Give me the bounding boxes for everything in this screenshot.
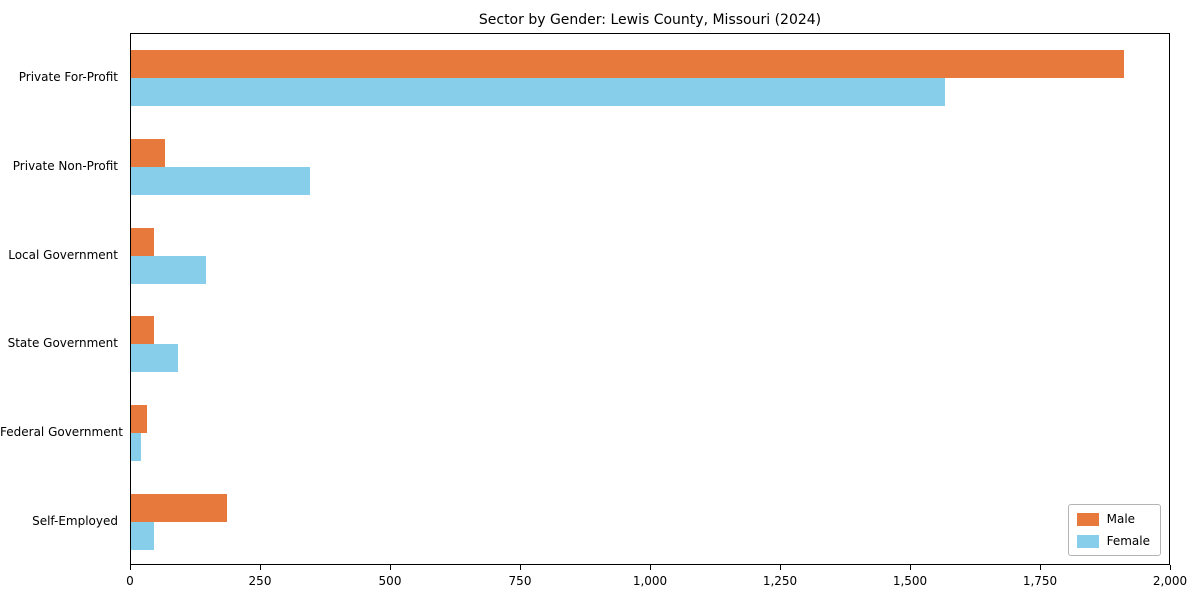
chart-title: Sector by Gender: Lewis County, Missouri… xyxy=(478,12,822,28)
x-tick-mark-500 xyxy=(390,565,391,570)
y-tick-label-private-non-profit: Private Non-Profit xyxy=(12,159,118,173)
x-tick-mark-250 xyxy=(260,565,261,570)
y-tick-label-federal-government: Federal Government xyxy=(0,425,123,439)
bar-male-private-for-profit xyxy=(131,50,1125,79)
plot-area: Male Female xyxy=(130,33,1170,565)
x-tick-label-750: 750 xyxy=(508,574,532,588)
bar-female-private-non-profit xyxy=(131,167,311,195)
bar-male-private-non-profit xyxy=(131,139,165,167)
bar-female-federal-government xyxy=(131,433,142,461)
x-tick-label-2000: 2,000 xyxy=(1152,574,1188,588)
y-tick-label-private-for-profit: Private For-Profit xyxy=(18,70,118,85)
x-tick-label-1250: 1,250 xyxy=(762,574,798,588)
x-tick-mark-0 xyxy=(130,565,131,570)
legend-swatch-male xyxy=(1076,512,1099,526)
x-tick-mark-1500 xyxy=(910,565,911,570)
x-tick-mark-1250 xyxy=(780,565,781,570)
y-tick-label-local-government: Local Government xyxy=(8,247,118,262)
bar-female-local-government xyxy=(131,255,207,284)
y-tick-label-self-employed: Self-Employed xyxy=(32,513,118,528)
bar-male-state-government xyxy=(131,316,155,345)
x-tick-mark-2000 xyxy=(1170,565,1171,570)
legend-entry-female: Female xyxy=(1076,534,1150,548)
y-tick-label-state-government: State Government xyxy=(7,336,118,351)
x-tick-label-1750: 1,750 xyxy=(1022,574,1058,588)
x-tick-label-0: 0 xyxy=(126,574,134,588)
bar-female-self-employed xyxy=(131,521,155,550)
x-tick-mark-750 xyxy=(520,565,521,570)
legend-label-male: Male xyxy=(1106,512,1136,526)
bar-female-private-for-profit xyxy=(131,78,945,107)
x-tick-label-250: 250 xyxy=(248,574,272,588)
x-tick-label-1000: 1,000 xyxy=(632,574,668,588)
x-tick-mark-1750 xyxy=(1040,565,1041,570)
legend-label-female: Female xyxy=(1106,534,1150,548)
legend-swatch-female xyxy=(1076,534,1099,548)
bar-male-self-employed xyxy=(131,493,228,522)
x-tick-label-1500: 1,500 xyxy=(892,574,928,588)
bar-female-state-government xyxy=(131,344,178,373)
bar-male-federal-government xyxy=(131,405,147,433)
x-tick-mark-1000 xyxy=(650,565,651,570)
legend: Male Female xyxy=(1067,504,1161,556)
x-tick-label-500: 500 xyxy=(378,574,402,588)
bar-male-local-government xyxy=(131,227,155,256)
legend-entry-male: Male xyxy=(1076,512,1150,526)
